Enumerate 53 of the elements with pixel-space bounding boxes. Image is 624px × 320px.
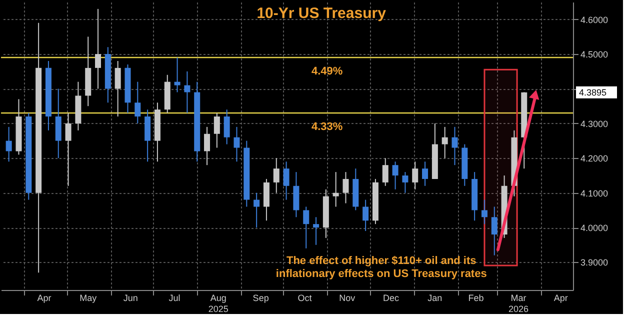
y-tick-label: 4.1000 [580,188,608,198]
candlestick [303,206,310,249]
candlestick [6,126,12,162]
ref-line-label: 4.33% [311,121,343,134]
candlestick [134,81,141,124]
candlestick [95,8,102,90]
x-tick-label: Jul [168,293,180,303]
y-tick-label: 4.0000 [580,223,608,234]
x-tick-label: May [80,293,98,303]
y-tick-label: 4.3000 [580,118,608,129]
x-tick-label: Aug 2025 [208,293,228,314]
candlestick [313,216,320,246]
candlestick [392,161,398,190]
ref-line-label: 4.49% [311,66,343,78]
chart-title: 10-Yr US Treasury [256,5,387,22]
x-tick-label: Apr [37,293,52,303]
candlestick [481,199,488,225]
x-tick-label: Jun [123,293,138,303]
candlestick [491,206,498,256]
x-tick-label: Mar 2026 [508,293,528,314]
candlestick [342,172,349,204]
y-tick-label: 3.9000 [580,258,608,268]
y-tick-label: 4.5000 [580,50,608,60]
x-tick-label: Sep [252,293,269,303]
candlestick [254,192,260,228]
candlestick [214,112,220,148]
annotation: The effect of higher $110+ oil and its inflationary effects on US Treasury rates [276,255,487,280]
candlestick [184,70,190,114]
x-tick-label: Jan [428,293,442,303]
x-tick-label: Oct [298,293,312,303]
candlestick [332,172,339,208]
candlestick [362,199,369,232]
text: 4.3895 [579,87,607,98]
y-tick-label: 4.6000 [580,14,608,25]
candlestick [442,126,448,159]
candlestick [65,112,72,186]
x-tick-label: Dec [383,293,400,303]
candlestick [224,109,230,145]
x-tick-label: Apr [554,293,568,303]
candlestick [234,126,240,162]
candlestick [412,161,418,190]
candlestick [382,158,388,186]
candlestick [452,126,458,166]
candlestick [204,126,210,166]
x-tick-label: Feb [468,293,484,303]
x-tick-label: Nov [339,293,356,303]
candlestick [422,161,428,186]
candlestick [114,60,121,118]
candlestick [283,161,290,200]
candlestick [273,158,280,194]
candlestick [402,172,408,194]
y-tick-label: 4.2000 [580,154,608,164]
candlestick [174,57,180,93]
